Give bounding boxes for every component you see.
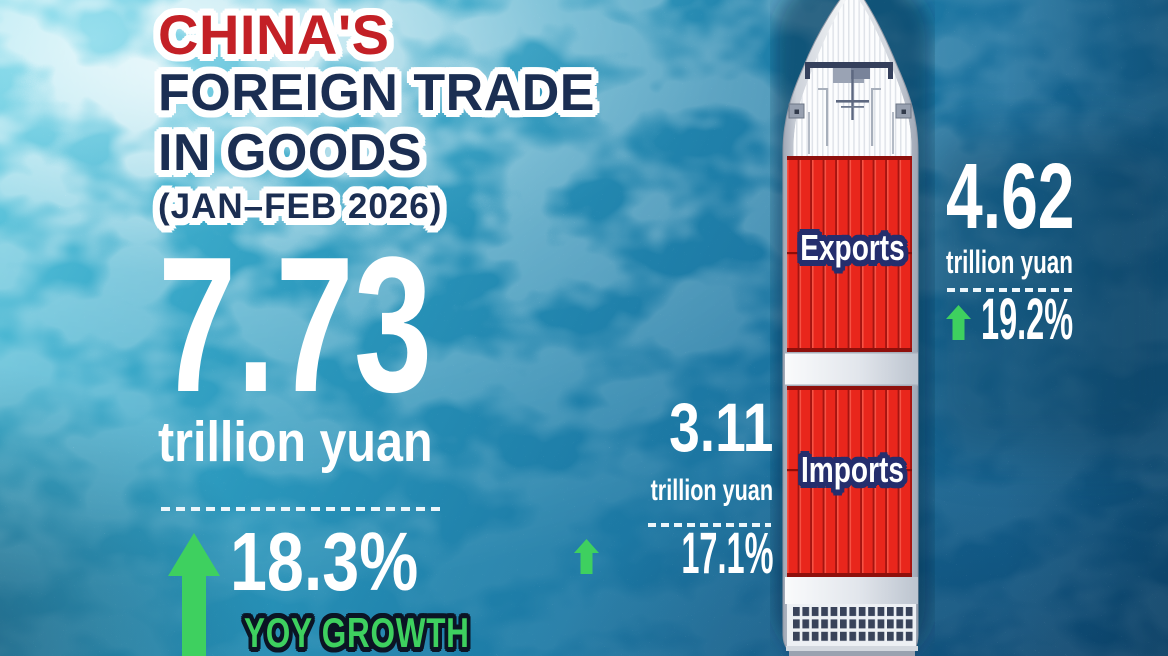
cargo-ship-illustration	[774, 0, 931, 656]
exports-stat-block: 4.62 trillion yuan 19.2%	[946, 150, 1166, 350]
imports-unit: trillion yuan	[650, 474, 773, 507]
imports-growth-row: 17.1%	[558, 525, 773, 583]
imports-growth: 17.1%	[680, 521, 773, 586]
exports-growth: 19.2%	[981, 287, 1074, 352]
imports-value: 3.11	[668, 389, 773, 466]
exports-growth-row: 19.2%	[946, 291, 1166, 349]
up-arrow-icon	[168, 533, 220, 656]
exports-value: 4.62	[946, 144, 1075, 248]
title-line-2: FOREIGN TRADE	[158, 64, 595, 122]
title-block: CHINA'S FOREIGN TRADE IN GOODS (JAN–FEB …	[158, 6, 595, 230]
exports-badge: Exports	[800, 227, 905, 268]
total-growth-value: 18.3%	[230, 515, 419, 608]
dashed-divider	[161, 507, 441, 511]
total-trade-unit: trillion yuan	[158, 410, 433, 474]
total-trade-value: 7.73	[158, 216, 433, 432]
total-growth-label: YOY GROWTH	[244, 609, 470, 656]
exports-unit: trillion yuan	[946, 244, 1073, 280]
up-arrow-icon	[573, 539, 599, 574]
up-arrow-icon	[946, 305, 971, 340]
imports-stat-block: 3.11 trillion yuan 17.1%	[558, 393, 773, 593]
imports-badge: Imports	[801, 449, 904, 490]
title-accent: CHINA'S	[158, 3, 390, 66]
title-line-3: IN GOODS	[158, 124, 423, 182]
